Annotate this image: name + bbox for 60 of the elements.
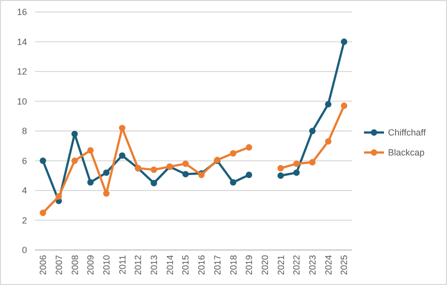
y-tick-label: 6 bbox=[22, 156, 27, 166]
legend-label: Blackcap bbox=[388, 148, 425, 158]
x-tick-label: 2007 bbox=[54, 255, 64, 276]
x-tick-label: 2009 bbox=[86, 255, 96, 276]
point bbox=[40, 158, 46, 164]
point bbox=[293, 160, 300, 167]
point bbox=[71, 158, 78, 164]
x-tick-label: 2014 bbox=[164, 255, 175, 276]
x-tick-label: 2023 bbox=[308, 255, 318, 276]
x-tick-label: 2017 bbox=[212, 255, 222, 276]
x-tick-label: 2022 bbox=[292, 255, 302, 276]
point bbox=[118, 152, 126, 159]
x-tick-label: 2011 bbox=[117, 255, 128, 274]
point bbox=[118, 124, 126, 132]
point bbox=[325, 138, 332, 145]
y-tick-label: 12 bbox=[16, 66, 27, 77]
point bbox=[340, 102, 348, 109]
point bbox=[340, 38, 348, 45]
point bbox=[40, 210, 46, 216]
point bbox=[277, 164, 284, 172]
x-tick-label: 2010 bbox=[101, 255, 112, 276]
y-tick-label: 0 bbox=[22, 245, 27, 256]
point bbox=[87, 147, 94, 154]
point bbox=[309, 128, 316, 134]
x-tick-label: 2024 bbox=[323, 255, 334, 276]
y-tick-label: 16 bbox=[16, 7, 27, 18]
x-tick-label: 2016 bbox=[196, 255, 207, 276]
y-tick-label: 4 bbox=[22, 186, 27, 196]
point bbox=[182, 160, 189, 167]
y-tick-label: 10 bbox=[16, 96, 27, 106]
point bbox=[309, 159, 316, 166]
point bbox=[325, 101, 332, 108]
point bbox=[246, 172, 252, 178]
x-tick-label: 2021 bbox=[276, 255, 286, 276]
point bbox=[56, 193, 62, 200]
point bbox=[150, 180, 158, 186]
x-tick-label: 2008 bbox=[70, 255, 80, 276]
x-tick-label: 2006 bbox=[38, 255, 48, 276]
point bbox=[230, 179, 236, 186]
point bbox=[182, 170, 189, 178]
point bbox=[230, 150, 236, 157]
point bbox=[71, 130, 78, 138]
x-tick-label: 2012 bbox=[133, 255, 144, 276]
x-tick-label: 2018 bbox=[228, 255, 238, 276]
point bbox=[87, 179, 94, 186]
point bbox=[103, 169, 110, 176]
point bbox=[277, 172, 284, 179]
point bbox=[150, 166, 158, 173]
x-tick-label: 2019 bbox=[244, 255, 254, 276]
x-tick-label: 2013 bbox=[149, 255, 160, 276]
y-tick-label: 8 bbox=[22, 126, 27, 136]
x-tick-label: 2020 bbox=[260, 255, 270, 276]
x-tick-label: 2025 bbox=[339, 255, 350, 276]
x-tick-label: 2015 bbox=[180, 255, 191, 276]
y-tick-label: 2 bbox=[22, 215, 27, 226]
point bbox=[246, 144, 252, 151]
point bbox=[293, 169, 300, 176]
y-tick-label: 14 bbox=[16, 36, 27, 47]
legend-label: Chiffchaff bbox=[388, 128, 426, 138]
point bbox=[103, 190, 110, 197]
